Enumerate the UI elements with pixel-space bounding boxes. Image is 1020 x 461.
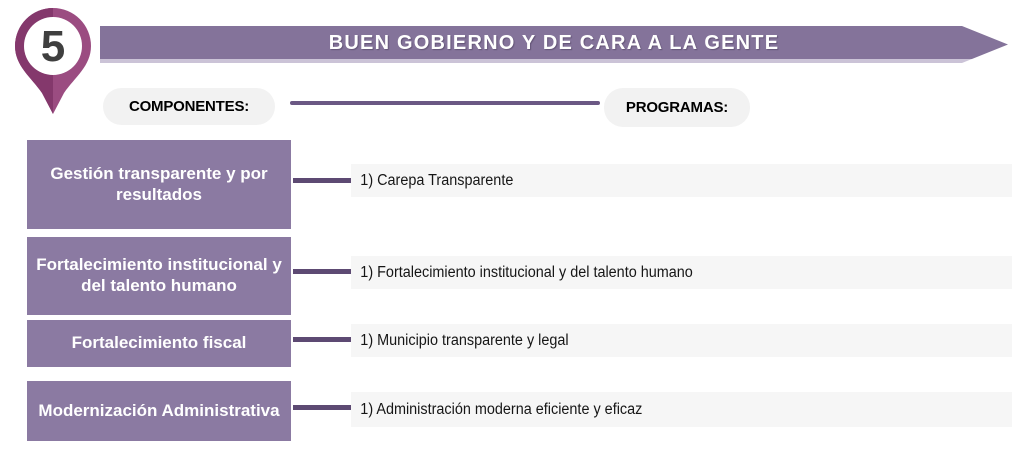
section-number: 5 — [41, 22, 65, 71]
programs-label-pill: PROGRAMAS: — [604, 88, 750, 127]
component-box-2: Fortalecimiento institucional y del tale… — [27, 237, 291, 315]
component-label: Gestión transparente y por resultados — [50, 163, 268, 204]
program-bar-1: 1) Carepa Transparente — [351, 164, 1012, 197]
program-bar-4: 1) Administración moderna eficiente y ef… — [351, 392, 1012, 427]
program-label: 1) Municipio transparente y legal — [360, 331, 569, 349]
program-label: 1) Fortalecimiento institucional y del t… — [360, 263, 693, 281]
row-connector-line-2 — [293, 269, 351, 274]
component-box-4: Modernización Administrativa — [27, 381, 291, 441]
component-box-1: Gestión transparente y por resultados — [27, 140, 291, 229]
components-label-pill: COMPONENTES: — [103, 88, 275, 125]
programs-label: PROGRAMAS: — [625, 99, 729, 116]
component-label: Modernización Administrativa — [38, 400, 280, 420]
row-connector-line-3 — [293, 337, 351, 342]
banner-arrow: BUEN GOBIERNO Y DE CARA A LA GENTE — [100, 26, 1008, 63]
section-number-pin: 5 — [10, 4, 96, 118]
row-connector-line-4 — [293, 405, 351, 410]
banner-title: BUEN GOBIERNO Y DE CARA A LA GENTE — [328, 31, 780, 54]
program-bar-2: 1) Fortalecimiento institucional y del t… — [351, 256, 1012, 289]
program-label: 1) Carepa Transparente — [360, 171, 514, 189]
program-label: 1) Administración moderna eficiente y ef… — [360, 400, 643, 418]
component-label: Fortalecimiento fiscal — [71, 333, 247, 353]
component-label: Fortalecimiento institucional y del tale… — [36, 255, 282, 295]
header-connector-line — [290, 101, 600, 105]
map-pin-icon: 5 — [15, 8, 91, 114]
component-box-3: Fortalecimiento fiscal — [27, 320, 291, 367]
program-bar-3: 1) Municipio transparente y legal — [351, 324, 1012, 357]
components-label: COMPONENTES: — [128, 98, 250, 115]
row-connector-line-1 — [293, 178, 351, 183]
